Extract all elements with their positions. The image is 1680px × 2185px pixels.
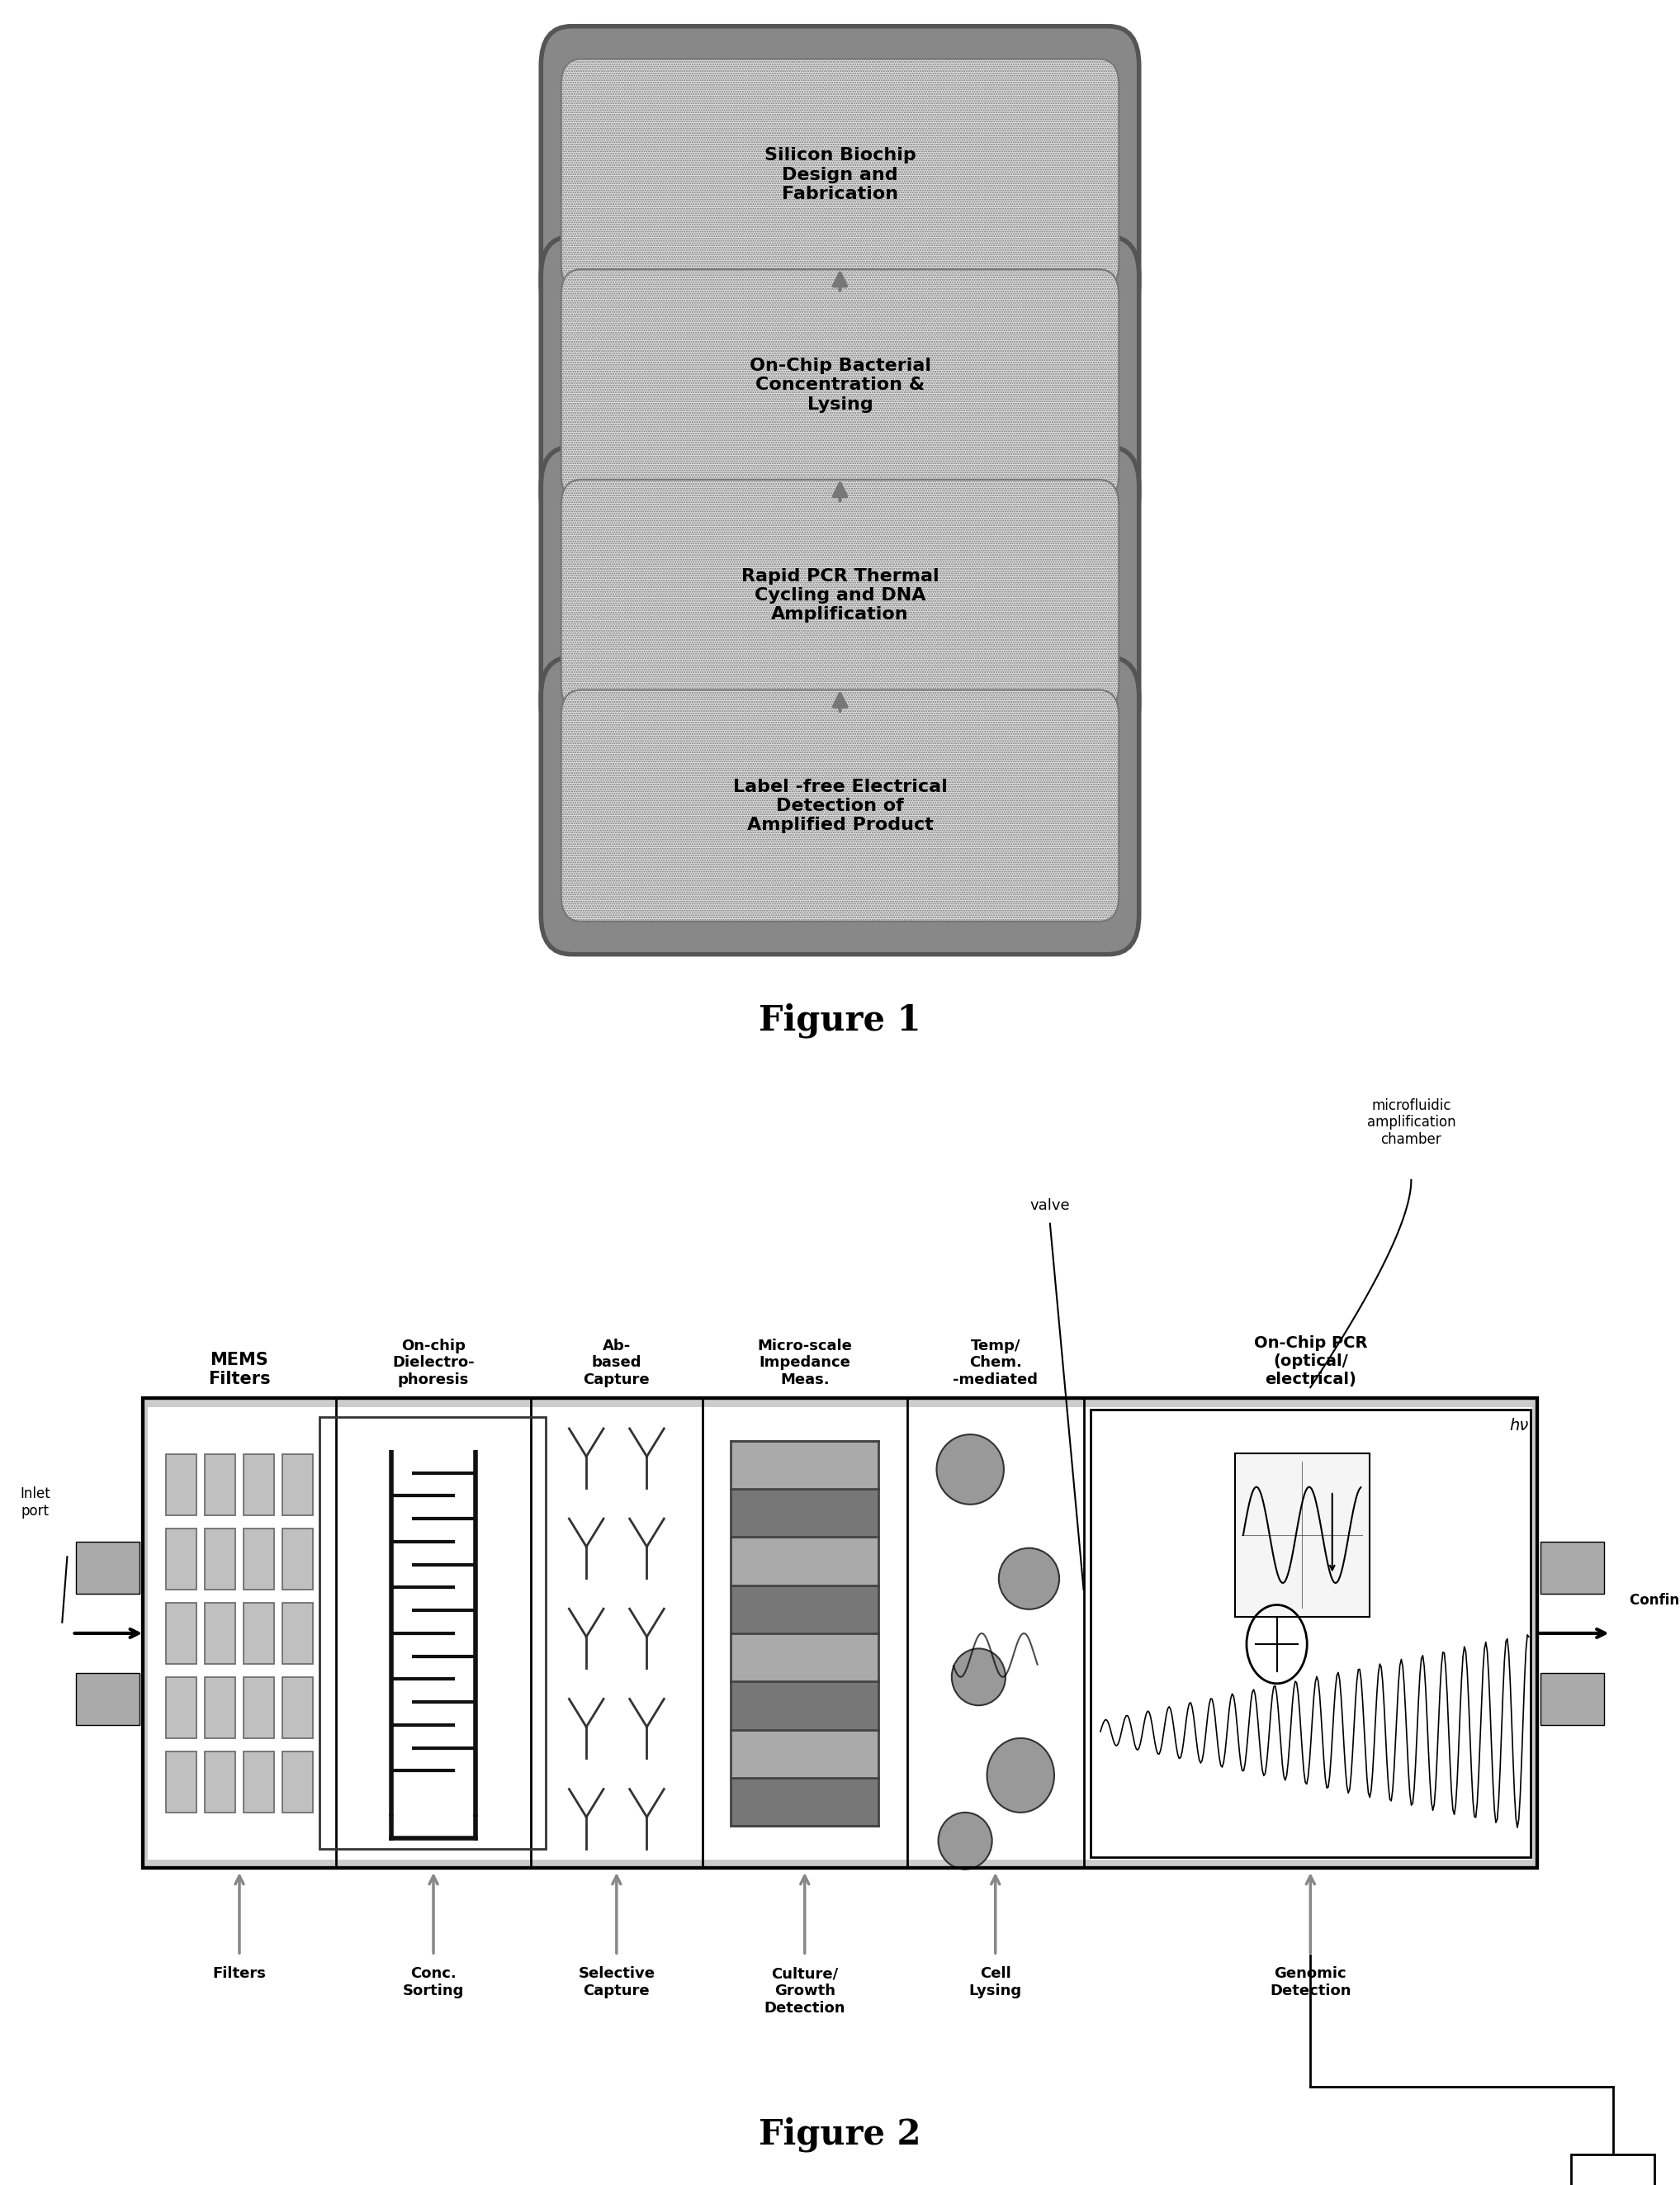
Bar <box>282 1678 312 1739</box>
Bar <box>205 1678 235 1739</box>
Bar <box>244 1602 274 1665</box>
Bar <box>319 1418 546 1849</box>
Bar <box>166 1530 197 1591</box>
Bar <box>731 1682 879 1731</box>
Bar <box>1541 1543 1604 1595</box>
Bar <box>282 1752 312 1814</box>
Text: On-Chip PCR
(optical/
electrical): On-Chip PCR (optical/ electrical) <box>1253 1335 1368 1387</box>
Ellipse shape <box>988 1739 1055 1814</box>
Bar <box>244 1455 274 1516</box>
Text: Rapid PCR Thermal
Cycling and DNA
Amplification: Rapid PCR Thermal Cycling and DNA Amplif… <box>741 568 939 623</box>
Text: Temp/
Chem.
-mediated: Temp/ Chem. -mediated <box>953 1337 1038 1387</box>
Text: hν: hν <box>1510 1418 1529 1433</box>
Bar <box>1541 1674 1604 1726</box>
Bar <box>205 1530 235 1591</box>
Bar <box>205 1602 235 1665</box>
Bar <box>166 1455 197 1516</box>
FancyBboxPatch shape <box>561 481 1119 712</box>
Bar <box>731 1488 879 1536</box>
Bar <box>244 1678 274 1739</box>
Text: Ab-
based
Capture: Ab- based Capture <box>583 1337 650 1387</box>
Text: Micro-scale
Impedance
Meas.: Micro-scale Impedance Meas. <box>758 1337 852 1387</box>
Text: On-chip
Dielectro-
phoresis: On-chip Dielectro- phoresis <box>393 1337 474 1387</box>
Text: Label -free Electrical
Detection of
Amplified Product: Label -free Electrical Detection of Ampl… <box>732 778 948 832</box>
Bar <box>282 1602 312 1665</box>
Bar <box>731 1440 879 1488</box>
Text: Inlet
port: Inlet port <box>20 1486 50 1519</box>
Bar <box>205 1455 235 1516</box>
Text: Cell
Lysing: Cell Lysing <box>969 1967 1021 1999</box>
FancyBboxPatch shape <box>541 448 1139 745</box>
Bar <box>143 1398 1537 1868</box>
Bar <box>76 1543 139 1595</box>
Bar <box>731 1634 879 1682</box>
Bar <box>1090 1409 1530 1857</box>
Bar <box>166 1752 197 1814</box>
Bar <box>244 1752 274 1814</box>
Bar <box>76 1674 139 1726</box>
Bar <box>731 1440 879 1827</box>
Text: Filters: Filters <box>213 1967 265 1982</box>
FancyBboxPatch shape <box>541 26 1139 323</box>
Bar <box>731 1584 879 1634</box>
FancyBboxPatch shape <box>561 690 1119 922</box>
Text: Genomic
Detection: Genomic Detection <box>1270 1967 1351 1999</box>
Text: Confined region: Confined region <box>1630 1593 1680 1608</box>
Bar <box>1235 1453 1369 1617</box>
Text: On-Chip Bacterial
Concentration &
Lysing: On-Chip Bacterial Concentration & Lysing <box>749 358 931 413</box>
Bar <box>205 1752 235 1814</box>
Bar <box>166 1678 197 1739</box>
Ellipse shape <box>936 1433 1005 1503</box>
Bar <box>282 1455 312 1516</box>
FancyBboxPatch shape <box>541 236 1139 533</box>
Bar <box>282 1530 312 1591</box>
Ellipse shape <box>937 1814 991 1870</box>
Bar <box>731 1779 879 1827</box>
Bar <box>244 1530 274 1591</box>
Text: valve: valve <box>1030 1197 1070 1213</box>
Bar <box>1571 2154 1655 2185</box>
Text: Conc.
Sorting: Conc. Sorting <box>403 1967 464 1999</box>
Bar <box>148 1407 1532 1859</box>
Ellipse shape <box>998 1547 1060 1608</box>
Text: Silicon Biochip
Design and
Fabrication: Silicon Biochip Design and Fabrication <box>764 146 916 203</box>
FancyBboxPatch shape <box>541 658 1139 955</box>
Text: Figure 2: Figure 2 <box>759 2117 921 2152</box>
Text: Selective
Capture: Selective Capture <box>578 1967 655 1999</box>
Bar <box>731 1536 879 1584</box>
Ellipse shape <box>953 1647 1006 1704</box>
Text: Figure 1: Figure 1 <box>759 1003 921 1038</box>
FancyBboxPatch shape <box>561 269 1119 500</box>
FancyBboxPatch shape <box>561 59 1119 291</box>
Text: MEMS
Filters: MEMS Filters <box>208 1353 270 1387</box>
Bar <box>166 1602 197 1665</box>
Bar <box>143 1398 1537 1868</box>
Text: Culture/
Growth
Detection: Culture/ Growth Detection <box>764 1967 845 2017</box>
Bar <box>731 1731 879 1779</box>
Text: microfluidic
amplification
chamber: microfluidic amplification chamber <box>1368 1097 1455 1147</box>
